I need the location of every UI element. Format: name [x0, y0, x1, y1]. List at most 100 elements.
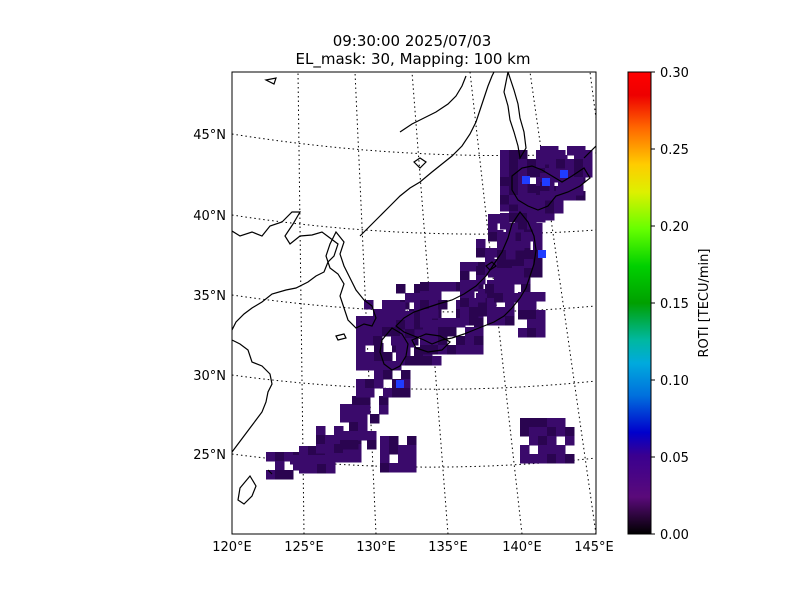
roti-cell [389, 463, 399, 473]
lon-tick-label: 125°E [284, 540, 324, 555]
roti-cell [556, 159, 566, 169]
roti-cell [565, 168, 575, 178]
lon-tick-label: 120°E [212, 540, 252, 555]
coastline-korea [325, 230, 377, 329]
roti-cell [574, 186, 584, 196]
colorbar-tick-label: 0.15 [660, 297, 689, 312]
roti-cell [533, 250, 543, 260]
roti-cell [518, 310, 528, 320]
roti-cell [506, 268, 516, 278]
roti-cell [536, 168, 546, 178]
roti-cell [487, 289, 497, 299]
roti-cell [556, 427, 566, 437]
roti-cell [533, 259, 543, 269]
roti-cell [469, 262, 479, 272]
roti-cell [407, 463, 417, 473]
roti-cell [460, 280, 470, 290]
roti-cell [500, 150, 510, 160]
roti-cell [520, 454, 530, 464]
roti-cell [478, 307, 488, 317]
roti-cell [494, 275, 504, 285]
roti-cell [520, 427, 530, 437]
roti-cell [540, 182, 550, 192]
roti-cell [520, 418, 530, 428]
coastline-taiwan [237, 474, 257, 505]
roti-cell [536, 328, 546, 338]
coastline-small-island [264, 77, 277, 85]
roti-cell [405, 338, 415, 348]
roti-cell [554, 204, 564, 214]
roti-cell [476, 293, 486, 303]
title-line-1: 09:30:00 2025/07/03 [333, 32, 492, 50]
roti-cell [556, 454, 566, 464]
lon-tick-label: 140°E [502, 540, 542, 555]
coastline-china-northeast [232, 211, 339, 331]
roti-cell [266, 470, 276, 480]
roti-cell [374, 343, 384, 353]
roti-cell [497, 241, 507, 251]
roti-cell [524, 250, 534, 260]
roti-cell [533, 241, 543, 251]
roti-cell [407, 436, 417, 446]
roti-cell [500, 220, 510, 230]
roti-cell [497, 268, 507, 278]
roti-cell [299, 455, 309, 465]
lat-tick-label: 30°N [193, 369, 226, 384]
roti-cell [316, 435, 326, 445]
roti-cell [364, 327, 374, 337]
roti-cell [383, 352, 393, 362]
roti-cell [343, 453, 353, 463]
roti-cell [497, 259, 507, 269]
roti-cell [488, 268, 498, 278]
roti-cell [469, 298, 479, 308]
roti-cell [527, 213, 537, 223]
roti-cell [494, 293, 504, 303]
roti-cell [474, 327, 484, 337]
map-panel [231, 71, 597, 535]
roti-cell [383, 361, 393, 371]
roti-cell [438, 282, 448, 292]
roti-cell [527, 195, 537, 205]
roti-cell [558, 191, 568, 201]
roti-cell [364, 336, 374, 346]
roti-cell [527, 301, 537, 311]
colorbar: 0.00 0.05 0.10 0.15 0.20 0.25 0.30 ROTI … [627, 66, 712, 543]
roti-cell [527, 220, 537, 230]
roti-cell [518, 186, 528, 196]
roti-cell [326, 464, 336, 474]
roti-cell [407, 454, 417, 464]
roti-cell [474, 282, 484, 292]
roti-cell [509, 195, 519, 205]
roti-cell [358, 413, 368, 423]
roti-cell [518, 292, 528, 302]
roti-cell [500, 186, 510, 196]
roti-cell [373, 318, 383, 328]
roti-cell [334, 444, 344, 454]
roti-cell [383, 388, 393, 398]
graticule-lon-145 [529, 72, 596, 534]
roti-cell [500, 213, 510, 223]
roti-cell [518, 220, 528, 230]
roti-cell-high [396, 380, 404, 388]
roti-cell [512, 230, 522, 240]
roti-cell [536, 292, 546, 302]
roti-cell [465, 336, 475, 346]
roti-cell [389, 436, 399, 446]
coastline-hokkaido [511, 165, 591, 211]
roti-cell [476, 248, 486, 258]
roti-cell [396, 347, 406, 357]
roti-cell [447, 327, 457, 337]
roti-cell [438, 318, 448, 328]
roti-cell [365, 388, 375, 398]
roti-cell [438, 327, 448, 337]
roti-cell [405, 293, 415, 303]
roti-cell [396, 320, 406, 330]
roti-cell [545, 204, 555, 214]
roti-cell [447, 345, 457, 355]
roti-cell [429, 282, 439, 292]
roti-cell [485, 248, 495, 258]
roti-cell [518, 195, 528, 205]
roti-cell [547, 454, 557, 464]
roti-cell [349, 440, 359, 450]
roti-cell [414, 356, 424, 366]
